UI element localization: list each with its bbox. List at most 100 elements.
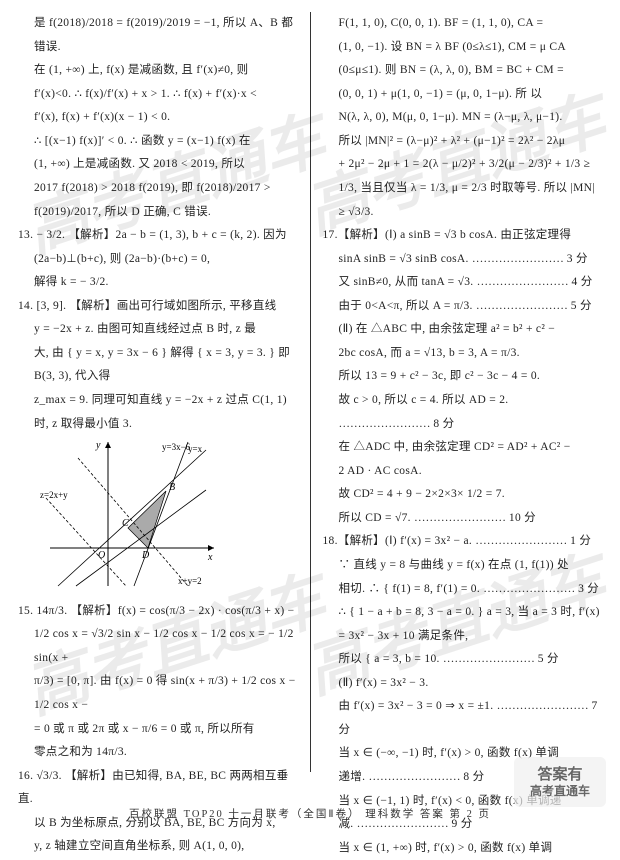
label-xy2: x+y=2 [178, 576, 202, 586]
page-footer: 百校联盟 TOP20 十一月联考（全国Ⅱ卷） 理科数学 答案 第 2 页 [0, 806, 620, 821]
points: 1 分 [570, 535, 591, 547]
item-17: 17.【解析】(Ⅰ) a sinB = √3 b cosA. 由正弦定理得 [323, 224, 603, 248]
text: 由于 0<A<π, 所以 A = π/3. [339, 300, 473, 312]
text-line: z_max = 9. 同理可知直线 y = −2x + z 过点 C(1, 1) [18, 389, 298, 413]
item-18: 18.【解析】(Ⅰ) f′(x) = 3x² − a. 1 分 [323, 530, 603, 554]
feasible-region-graph: y=x y=3x−6 z=2x+y x+y=2 B C D O x y [38, 438, 218, 588]
text-line: 时, z 取得最小值 3. [18, 413, 298, 437]
text-line: (2a−b)⊥(b+c), 则 (2a−b)·(b+c) = 0, [18, 248, 298, 272]
text-line: (0≤μ≤1). 则 BN = (λ, λ, 0), BM = BC + CM … [323, 59, 603, 83]
text-line: f(2019)/2017, 所以 D 正确, C 错误. [18, 201, 298, 225]
dots [475, 535, 570, 547]
points: 5 分 [571, 300, 592, 312]
text-line: 解得 k = − 3/2. [18, 271, 298, 295]
text-line: y = −2x + z. 由图可知直线经过点 B 时, z 最 [18, 318, 298, 342]
item-13: 13. − 3/2. 【解析】2a − b = (1, 3), b + c = … [18, 224, 298, 248]
text: sinA sinB = √3 sinB cosA. [339, 253, 469, 265]
text-line: (0, 0, 1) + μ(1, 0, −1) = (μ, 0, 1−μ). 所… [323, 83, 603, 107]
label-y-eq-3x-6: y=3x−6 [162, 442, 191, 452]
text: 18.【解析】(Ⅰ) f′(x) = 3x² − a. [323, 535, 473, 547]
text-line: (1, 0, −1). 设 BN = λ BF (0≤λ≤1), CM = μ … [323, 36, 603, 60]
dots [483, 583, 578, 595]
points: 3 分 [567, 253, 588, 265]
text-line: ∵ 直线 y = 8 与曲线 y = f(x) 在点 (1, f(1)) 处 [323, 554, 603, 578]
left-column: 是 f(2018)/2018 = f(2019)/2019 = −1, 所以 A… [18, 12, 298, 772]
dots [339, 418, 434, 430]
label-D: D [141, 550, 150, 561]
right-column: F(1, 1, 0), C(0, 0, 1). BF = (1, 1, 0), … [323, 12, 603, 772]
text-line: f′(x), f(x) + f′(x)(x − 1) < 0. [18, 106, 298, 130]
text: 故 c > 0, 所以 c = 4. 所以 AD = 2. [339, 394, 509, 406]
points: 10 分 [509, 512, 536, 524]
text-line: ∴ [(x−1) f(x)]′ < 0. ∴ 函数 y = (x−1) f(x)… [18, 130, 298, 154]
points: 8 分 [463, 771, 484, 783]
text-line: + 2μ² − 2μ + 1 = 2(λ − μ/2)² + 3/2(μ − 2… [323, 153, 603, 177]
dots [472, 253, 567, 265]
text-line: 在 (1, +∞) 上, f(x) 是减函数, 且 f′(x)≠0, 则 [18, 59, 298, 83]
stamp-line1: 答案有 [537, 766, 582, 784]
text-line: ∴ { 1 − a + b = 8, 3 − a = 0. } a = 3, 当… [323, 601, 603, 648]
points: 5 分 [538, 653, 559, 665]
points: 4 分 [572, 276, 593, 288]
label-O: O [98, 550, 105, 561]
dots [497, 700, 592, 712]
stamp-badge: 答案有 高考直通车 [514, 757, 606, 807]
points: 8 分 [433, 418, 454, 430]
points: 3 分 [578, 583, 599, 595]
text-line: 相切. ∴ { f(1) = 8, f′(1) = 0. 3 分 [323, 578, 603, 602]
text-line: 所以 { a = 3, b = 10. 5 分 [323, 648, 603, 672]
columns-container: 是 f(2018)/2018 = f(2019)/2019 = −1, 所以 A… [18, 12, 602, 772]
text-line: (1, +∞) 上是减函数. 又 2018 < 2019, 所以 [18, 153, 298, 177]
stamp-line2: 高考直通车 [530, 784, 590, 798]
text-line: 1/2 cos x = √3/2 sin x − 1/2 cos x − 1/2… [18, 623, 298, 670]
text-line: sinA sinB = √3 sinB cosA. 3 分 [323, 248, 603, 272]
text-line: π/3) = [0, π]. 由 f(x) = 0 得 sin(x + π/3)… [18, 670, 298, 717]
item-16: 16. √3/3. 【解析】由已知得, BA, BE, BC 两两相互垂直. [18, 765, 298, 812]
item-14: 14. [3, 9]. 【解析】画出可行域如图所示, 平移直线 [18, 295, 298, 319]
text-line: (Ⅱ) f′(x) = 3x² − 3. [323, 672, 603, 696]
line-z-dashed [78, 458, 188, 586]
label-C: C [122, 518, 129, 529]
text-line: 是 f(2018)/2018 = f(2019)/2019 = −1, 所以 A… [18, 12, 298, 59]
text-line: 所以 CD = √7. 10 分 [323, 507, 603, 531]
text-line: = 0 或 π 或 2π 或 x − π/6 = 0 或 π, 所以所有 [18, 718, 298, 742]
text: 相切. ∴ { f(1) = 8, f′(1) = 0. [339, 583, 481, 595]
text: 又 sinB≠0, 从而 tanA = √3. [339, 276, 474, 288]
dots [368, 771, 463, 783]
text-line: (Ⅱ) 在 △ABC 中, 由余弦定理 a² = b² + c² − [323, 318, 603, 342]
line-y-eq-x [58, 450, 206, 586]
text-line: 大, 由 { y = x, y = 3x − 6 } 解得 { x = 3, y… [18, 342, 298, 389]
text-line: f′(x)<0. ∴ f(x)/f′(x) + x > 1. ∴ f(x) + … [18, 83, 298, 107]
text-line: 当 x ∈ (1, +∞) 时, f′(x) > 0, 函数 f(x) 单调 [323, 837, 603, 860]
text: 递增. [339, 771, 366, 783]
text-line: 2017 f(2018) > 2018 f(2019), 即 f(2018)/2… [18, 177, 298, 201]
text-line: 在 △ADC 中, 由余弦定理 CD² = AD² + AC² − [323, 436, 603, 460]
text-line: 由 f′(x) = 3x² − 3 = 0 ⇒ x = ±1. 7 分 [323, 695, 603, 742]
label-B: B [169, 482, 175, 493]
line-z-dashed [46, 498, 126, 586]
feasible-region [128, 491, 166, 548]
dots [477, 276, 572, 288]
label-x-axis: x [207, 552, 213, 563]
text-line: 由于 0<A<π, 所以 A = π/3. 5 分 [323, 295, 603, 319]
text-line: 零点之和为 14π/3. [18, 741, 298, 765]
label-y-axis: y [95, 440, 101, 451]
dots [414, 512, 509, 524]
item-15: 15. 14π/3. 【解析】f(x) = cos(π/3 − 2x) · co… [18, 600, 298, 624]
dots [476, 300, 571, 312]
text-line: 又 sinB≠0, 从而 tanA = √3. 4 分 [323, 271, 603, 295]
text-line: 故 CD² = 4 + 9 − 2×2×3× 1/2 = 7. [323, 483, 603, 507]
label-y-eq-x: y=x [188, 444, 203, 454]
x-arrow [208, 545, 214, 551]
line-x-plus-y-2 [76, 490, 206, 586]
column-divider [310, 12, 311, 772]
text-line: 2bc cosA, 而 a = √13, b = 3, A = π/3. [323, 342, 603, 366]
text-line: 所以 13 = 9 + c² − 3c, 即 c² − 3c − 4 = 0. [323, 365, 603, 389]
page: 高考直通车 高考直通车 高考直通车 高考直通车 是 f(2018)/2018 =… [0, 0, 620, 827]
text-line: 所以 |MN|² = (λ−μ)² + λ² + (μ−1)² = 2λ² − … [323, 130, 603, 154]
text: 所以 { a = 3, b = 10. [339, 653, 440, 665]
text-line: 1/3, 当且仅当 λ = 1/3, μ = 2/3 时取等号. 所以 |MN| [323, 177, 603, 201]
text-line: y, z 轴建立空间直角坐标系, 则 A(1, 0, 0), [18, 835, 298, 859]
text-line: N(λ, λ, 0), M(μ, 0, 1−μ). MN = (λ−μ, λ, … [323, 106, 603, 130]
text: 由 f′(x) = 3x² − 3 = 0 ⇒ x = ±1. [339, 700, 494, 712]
